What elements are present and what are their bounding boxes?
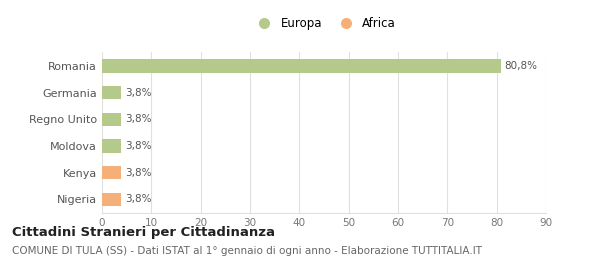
- Bar: [102, 113, 121, 126]
- Text: 3,8%: 3,8%: [125, 88, 151, 98]
- Text: 3,8%: 3,8%: [125, 194, 151, 204]
- Text: Cittadini Stranieri per Cittadinanza: Cittadini Stranieri per Cittadinanza: [12, 226, 275, 239]
- Text: 80,8%: 80,8%: [505, 61, 538, 71]
- Text: 3,8%: 3,8%: [125, 114, 151, 124]
- Bar: [102, 86, 121, 99]
- Bar: [102, 139, 121, 153]
- Text: 3,8%: 3,8%: [125, 167, 151, 178]
- Bar: [102, 193, 121, 206]
- Bar: [102, 166, 121, 179]
- Bar: [102, 59, 500, 73]
- Legend: Europa, Africa: Europa, Africa: [247, 13, 401, 35]
- Text: 3,8%: 3,8%: [125, 141, 151, 151]
- Text: COMUNE DI TULA (SS) - Dati ISTAT al 1° gennaio di ogni anno - Elaborazione TUTTI: COMUNE DI TULA (SS) - Dati ISTAT al 1° g…: [12, 246, 482, 256]
